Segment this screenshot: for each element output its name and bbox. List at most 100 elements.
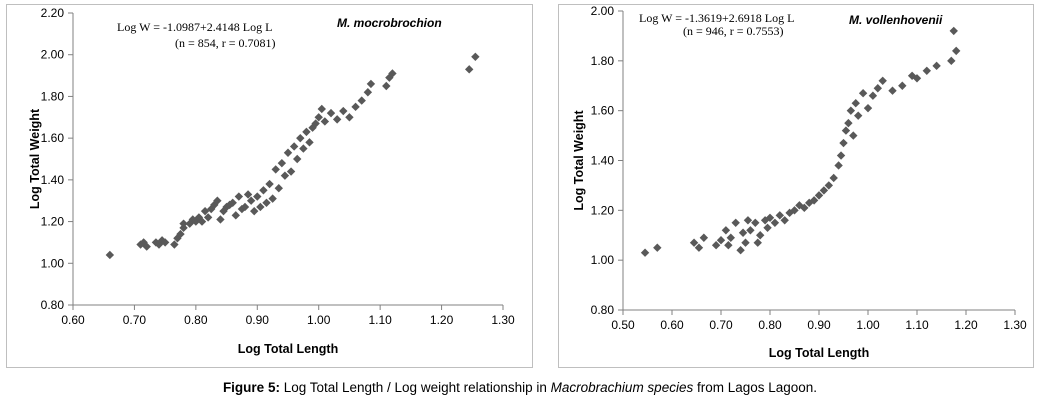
data-point xyxy=(746,226,755,235)
caption-label: Figure 5: xyxy=(222,380,280,395)
y-axis-title: Log Total Weight xyxy=(572,110,586,211)
data-point xyxy=(388,69,397,78)
data-point xyxy=(829,173,838,183)
data-point xyxy=(320,117,330,126)
regression-stats: (n = 854, r = 0.7081) xyxy=(175,36,276,50)
scatter-chart-mocrobrochion: 0.60 0.70 0.80 0.90 1.00 1.10 1.20 1.30 0.80 1.00… xyxy=(28,6,515,356)
y-tick-label: 1.80 xyxy=(41,89,65,103)
x-tick-label: 1.10 xyxy=(905,318,929,332)
regression-stats: (n = 946, r = 0.7553) xyxy=(683,24,784,38)
data-point xyxy=(213,196,222,205)
x-tick-label: 0.90 xyxy=(807,318,831,332)
data-point xyxy=(363,88,373,97)
y-tick-label: 0.80 xyxy=(41,298,65,312)
data-point xyxy=(836,151,846,160)
figure-caption: Figure 5: Log Total Length / Log weight … xyxy=(0,380,1040,395)
data-point xyxy=(653,243,662,252)
data-point xyxy=(176,229,185,239)
chart-panel-left: 0.60 0.70 0.80 0.90 1.00 1.10 1.20 1.30 0.80 1.00… xyxy=(6,4,533,368)
data-point xyxy=(262,198,271,207)
data-point xyxy=(844,118,853,128)
y-tick-label: 1.40 xyxy=(41,173,65,187)
data-point xyxy=(277,158,287,168)
data-point xyxy=(863,103,873,113)
caption-italic: Macrobrachium species xyxy=(550,380,694,395)
data-point xyxy=(243,190,253,199)
data-point xyxy=(228,198,237,207)
data-point xyxy=(738,228,748,237)
data-point xyxy=(253,192,262,201)
data-point xyxy=(154,240,164,249)
y-tick-label: 1.60 xyxy=(591,104,615,118)
x-tick-label: 0.80 xyxy=(184,313,208,327)
data-point xyxy=(179,219,188,228)
data-point xyxy=(922,66,931,75)
data-point xyxy=(280,171,290,180)
x-axis-title: Log Total Length xyxy=(769,346,869,360)
data-point xyxy=(839,138,848,148)
data-point xyxy=(873,84,882,93)
y-tick-label: 1.20 xyxy=(591,203,615,217)
data-point xyxy=(326,108,336,118)
data-point xyxy=(849,131,858,140)
y-tick-label: 1.60 xyxy=(41,131,65,145)
data-point xyxy=(246,196,256,205)
data-point xyxy=(932,61,941,71)
data-point xyxy=(357,96,366,105)
data-point xyxy=(265,179,274,189)
chart-panel-right: 0.50 0.60 0.70 0.80 0.90 1.00 1.10 1.20 1.30 0.80… xyxy=(558,4,1034,368)
x-tick-label: 0.60 xyxy=(660,318,684,332)
y-tick-label: 2.20 xyxy=(41,6,65,20)
data-point xyxy=(250,206,259,216)
x-tick-label: 0.90 xyxy=(246,313,270,327)
y-tick-label: 1.00 xyxy=(41,256,65,270)
regression-equation: Log W = -1.0987+2.4148 Log L xyxy=(117,20,272,34)
data-point xyxy=(366,79,376,89)
data-point xyxy=(898,81,907,90)
data-point xyxy=(259,186,268,195)
data-point xyxy=(256,202,265,212)
caption-text-after: from Lagos Lagoon. xyxy=(693,380,818,395)
data-point xyxy=(345,113,354,122)
y-tick-label: 0.80 xyxy=(591,303,615,317)
data-point xyxy=(790,206,799,215)
data-point xyxy=(846,106,856,115)
data-point xyxy=(339,106,348,116)
x-tick-label: 1.30 xyxy=(491,313,515,327)
y-tick-label: 1.20 xyxy=(41,215,65,229)
x-tick-label: 1.20 xyxy=(954,318,978,332)
data-point xyxy=(274,184,283,193)
data-point xyxy=(471,52,480,61)
data-point xyxy=(283,148,293,157)
x-tick-label: 1.00 xyxy=(856,318,880,332)
data-point xyxy=(765,213,775,223)
data-point xyxy=(311,119,320,128)
data-point xyxy=(299,144,308,153)
data-point xyxy=(317,104,326,114)
data-point xyxy=(240,202,250,212)
x-tick-label: 1.00 xyxy=(307,313,331,327)
caption-text-before: Log Total Length / Log weight relationsh… xyxy=(279,380,551,395)
data-point xyxy=(305,138,314,147)
data-point xyxy=(907,71,917,80)
x-tick-label: 0.80 xyxy=(758,318,782,332)
data-point xyxy=(753,238,762,247)
data-point xyxy=(314,113,323,122)
data-point xyxy=(142,242,151,251)
data-point xyxy=(302,127,311,137)
data-point xyxy=(736,246,745,255)
data-point xyxy=(170,240,179,249)
x-tick-label: 0.50 xyxy=(611,318,635,332)
data-point xyxy=(293,154,302,164)
data-point xyxy=(286,167,296,176)
data-point xyxy=(271,165,280,174)
data-point xyxy=(841,126,851,135)
data-point xyxy=(854,111,863,120)
data-point xyxy=(197,217,207,226)
data-point xyxy=(216,215,225,224)
data-point xyxy=(699,233,709,242)
x-tick-label: 0.70 xyxy=(709,318,733,332)
data-point xyxy=(888,86,897,95)
data-point xyxy=(268,194,277,203)
x-tick-label: 0.70 xyxy=(123,313,147,327)
